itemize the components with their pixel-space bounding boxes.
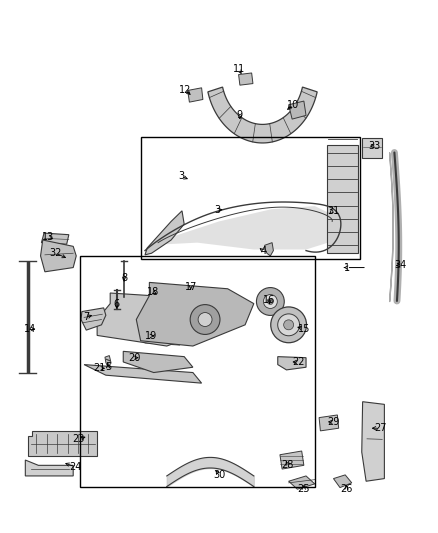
Text: 25: 25 xyxy=(297,484,310,494)
Text: 27: 27 xyxy=(374,423,386,433)
Text: 12: 12 xyxy=(179,85,191,95)
Text: 13: 13 xyxy=(42,232,54,243)
Text: 3: 3 xyxy=(178,172,184,181)
Text: 3: 3 xyxy=(215,205,221,215)
Text: 34: 34 xyxy=(394,261,406,270)
Polygon shape xyxy=(136,282,254,346)
Polygon shape xyxy=(187,88,203,102)
Polygon shape xyxy=(141,334,180,345)
Text: 8: 8 xyxy=(121,273,127,283)
Circle shape xyxy=(256,288,284,316)
Text: 4: 4 xyxy=(260,246,266,256)
Polygon shape xyxy=(84,365,201,383)
Text: 24: 24 xyxy=(69,462,81,472)
Text: 10: 10 xyxy=(287,100,300,110)
Text: 16: 16 xyxy=(263,295,276,305)
Polygon shape xyxy=(265,243,273,256)
Polygon shape xyxy=(239,73,253,85)
Text: 29: 29 xyxy=(327,417,339,427)
Polygon shape xyxy=(25,460,73,476)
Text: 33: 33 xyxy=(369,141,381,151)
Circle shape xyxy=(263,295,277,309)
Bar xyxy=(362,138,382,158)
Polygon shape xyxy=(41,240,76,272)
Polygon shape xyxy=(278,357,306,370)
Circle shape xyxy=(271,307,307,343)
Text: 14: 14 xyxy=(24,324,36,334)
Polygon shape xyxy=(289,476,315,489)
Polygon shape xyxy=(81,308,106,330)
Text: 21: 21 xyxy=(93,364,106,373)
Text: 18: 18 xyxy=(147,287,159,297)
Text: 5: 5 xyxy=(105,362,111,372)
Circle shape xyxy=(190,304,220,334)
Polygon shape xyxy=(97,293,219,346)
Text: 1: 1 xyxy=(344,263,350,272)
Text: 32: 32 xyxy=(49,248,62,259)
Polygon shape xyxy=(289,101,306,119)
Polygon shape xyxy=(162,206,341,249)
Text: 28: 28 xyxy=(282,461,294,470)
Text: 22: 22 xyxy=(292,357,304,367)
Bar xyxy=(327,144,358,253)
Circle shape xyxy=(278,314,300,336)
Circle shape xyxy=(284,320,293,330)
Polygon shape xyxy=(123,351,193,373)
Text: 9: 9 xyxy=(237,110,243,120)
Polygon shape xyxy=(208,87,317,143)
Text: 11: 11 xyxy=(233,64,245,74)
Text: 15: 15 xyxy=(298,324,310,334)
Polygon shape xyxy=(28,431,97,456)
Text: 31: 31 xyxy=(327,206,339,216)
Text: 23: 23 xyxy=(73,434,85,444)
Polygon shape xyxy=(105,356,111,367)
Text: 30: 30 xyxy=(213,470,225,480)
Polygon shape xyxy=(362,402,385,481)
Circle shape xyxy=(267,298,273,304)
Polygon shape xyxy=(319,415,339,431)
Text: 26: 26 xyxy=(340,484,353,494)
Text: 20: 20 xyxy=(128,353,140,362)
Text: 19: 19 xyxy=(145,331,157,341)
Polygon shape xyxy=(280,451,304,469)
Polygon shape xyxy=(145,211,184,255)
Polygon shape xyxy=(333,475,352,488)
Circle shape xyxy=(198,312,212,327)
Text: 6: 6 xyxy=(113,298,120,309)
Polygon shape xyxy=(42,233,69,244)
Text: 7: 7 xyxy=(83,312,89,322)
Text: 17: 17 xyxy=(184,281,197,292)
